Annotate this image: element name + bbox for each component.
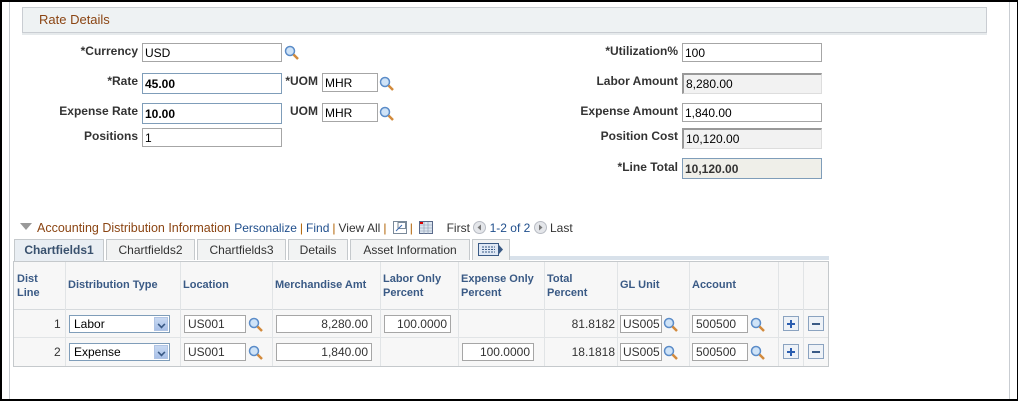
currency-input[interactable]: USD — [142, 43, 282, 62]
tab-chartfields1[interactable]: Chartfields1 — [14, 239, 104, 261]
tab-details[interactable]: Details — [288, 239, 348, 260]
row2-expense-percent-input[interactable]: 100.0000 — [462, 343, 534, 361]
dropdown-arrow-icon — [154, 317, 168, 331]
line-total-value: 10,120.00 — [682, 158, 822, 179]
row-range: 1-2 of 2 — [489, 221, 531, 235]
view-all-link[interactable]: View All — [338, 221, 381, 235]
row2-gl-unit-lookup-icon[interactable] — [663, 345, 679, 361]
col-account[interactable]: Account — [692, 279, 736, 291]
rate-details-header: Rate Details — [22, 7, 987, 33]
col-expense-only-percent[interactable]: Expense Only Percent — [461, 273, 534, 299]
expense-rate-label: Expense Rate — [59, 104, 138, 118]
row2-gl-unit-input[interactable]: US005 — [620, 343, 662, 361]
col-location[interactable]: Location — [183, 279, 229, 291]
expense-amount-label: Expense Amount — [580, 104, 678, 118]
col-total-percent[interactable]: Total Percent — [547, 273, 588, 299]
position-cost-value: 10,120.00 — [682, 128, 822, 149]
grid-tabs: Chartfields1 Chartfields2 Chartfields3 D… — [14, 239, 829, 261]
col-distribution-type[interactable]: Distribution Type — [68, 279, 158, 291]
row2-location-input[interactable]: US001 — [184, 343, 246, 361]
row2-account-input[interactable]: 500500 — [692, 343, 748, 361]
rate-uom-label: *UOM — [285, 74, 318, 88]
row2-add-row-button[interactable] — [783, 344, 799, 359]
row1-dist-line: 1 — [54, 317, 61, 331]
row1-location-lookup-icon[interactable] — [248, 317, 264, 333]
row1-gl-unit-input[interactable]: US005 — [620, 315, 662, 333]
position-cost-label: Position Cost — [600, 129, 678, 143]
currency-label: *Currency — [80, 44, 138, 58]
grid-title: Accounting Distribution Information — [37, 221, 231, 235]
next-arrow-icon[interactable] — [533, 221, 547, 234]
expense-uom-input[interactable]: MHR — [322, 103, 378, 122]
row1-location-input[interactable]: US001 — [184, 315, 246, 333]
tab-chartfields2[interactable]: Chartfields2 — [106, 239, 195, 260]
last-link[interactable]: Last — [550, 221, 573, 235]
col-labor-only-percent[interactable]: Labor Only Percent — [383, 273, 442, 299]
row1-delete-row-button[interactable] — [808, 316, 824, 331]
dropdown-arrow-icon — [154, 345, 168, 359]
row2-total-percent: 18.1818 — [571, 345, 615, 359]
utilization-input[interactable]: 100 — [682, 43, 822, 62]
row1-account-lookup-icon[interactable] — [750, 317, 766, 333]
previous-arrow-icon[interactable] — [473, 221, 487, 234]
currency-lookup-icon[interactable] — [284, 45, 300, 61]
row1-account-input[interactable]: 500500 — [692, 315, 748, 333]
line-total-label: *Line Total — [617, 160, 678, 174]
row1-distribution-type-select[interactable]: Labor — [69, 315, 170, 333]
show-all-columns-icon — [478, 243, 503, 256]
page-right-border — [1009, 2, 1010, 399]
row2-account-lookup-icon[interactable] — [750, 345, 766, 361]
first-link[interactable]: First — [446, 221, 470, 235]
row1-merchandise-amt-input[interactable]: 8,280.00 — [276, 315, 372, 333]
row1-labor-percent-input[interactable]: 100.0000 — [384, 315, 451, 333]
show-all-columns-tab[interactable] — [472, 239, 510, 260]
download-spreadsheet-icon[interactable] — [419, 221, 434, 234]
tab-asset-information[interactable]: Asset Information — [350, 239, 470, 260]
row2-delete-row-button[interactable] — [808, 344, 824, 359]
row1-gl-unit-lookup-icon[interactable] — [663, 317, 679, 333]
labor-amount-label: Labor Amount — [596, 74, 678, 88]
row2-dist-line: 2 — [54, 345, 61, 359]
row2-merchandise-amt-input[interactable]: 1,840.00 — [276, 343, 372, 361]
find-link[interactable]: Find — [306, 221, 330, 235]
page-left-border — [9, 2, 10, 399]
row2-location-lookup-icon[interactable] — [248, 345, 264, 361]
row1-total-percent: 81.8182 — [571, 317, 615, 331]
rate-label: *Rate — [107, 74, 138, 88]
personalize-link[interactable]: Personalize — [234, 221, 297, 235]
col-merchandise-amt[interactable]: Merchandise Amt — [275, 279, 367, 291]
col-gl-unit[interactable]: GL Unit — [620, 279, 660, 291]
positions-label: Positions — [83, 129, 138, 143]
row1-add-row-button[interactable] — [783, 316, 799, 331]
rate-uom-lookup-icon[interactable] — [379, 76, 395, 92]
tab-chartfields3[interactable]: Chartfields3 — [197, 239, 286, 260]
collapse-triangle-icon[interactable] — [20, 223, 32, 230]
rate-uom-input[interactable]: MHR — [322, 73, 378, 92]
rate-input[interactable]: 45.00 — [142, 73, 282, 94]
expense-rate-input[interactable]: 10.00 — [142, 103, 282, 124]
expense-amount-input[interactable]: 1,840.00 — [682, 103, 822, 122]
accounting-distribution-grid: Dist Line Distribution Type Location Merc… — [13, 261, 829, 367]
grid-toolbar: Accounting Distribution Information Pers… — [20, 221, 573, 235]
row2-distribution-type-select[interactable]: Expense — [69, 343, 170, 361]
expense-uom-label: UOM — [290, 104, 318, 118]
col-dist-line[interactable]: Dist Line — [17, 273, 40, 299]
section-title: Rate Details — [39, 12, 110, 27]
new-window-icon[interactable] — [392, 221, 407, 234]
utilization-label: *Utilization% — [605, 44, 678, 58]
positions-input[interactable]: 1 — [142, 128, 282, 147]
expense-uom-lookup-icon[interactable] — [379, 106, 395, 122]
labor-amount-value: 8,280.00 — [682, 73, 822, 94]
